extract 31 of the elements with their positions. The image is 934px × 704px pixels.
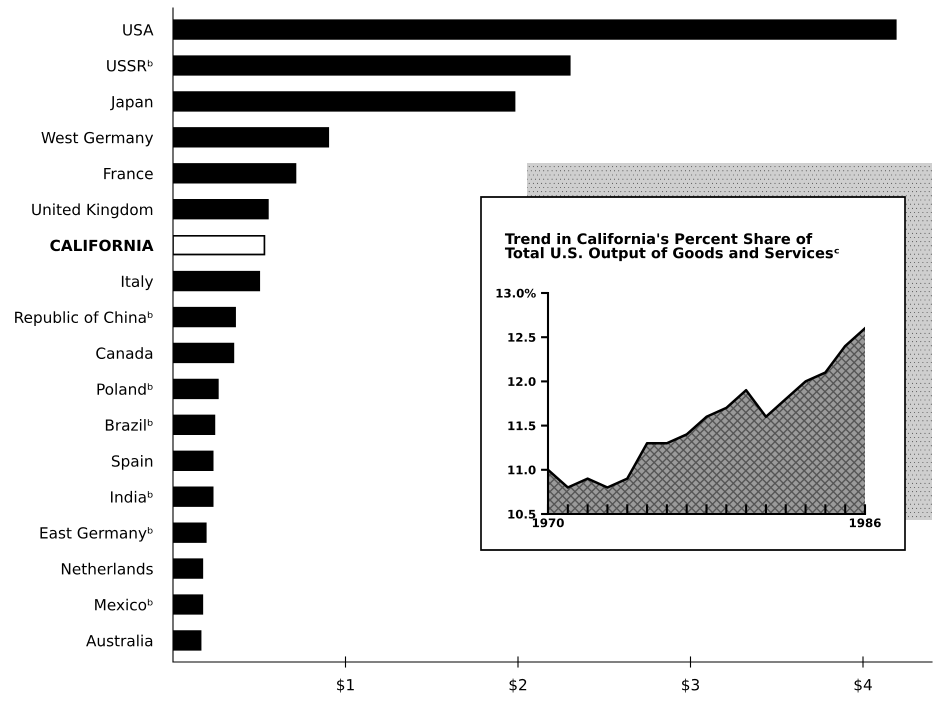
y-tick-label: Netherlands — [62, 562, 153, 575]
y-tick-label: West Germany — [41, 132, 154, 146]
y-tick-label: Brazilᵇ — [106, 419, 153, 431]
y-tick-label: Australia — [86, 634, 152, 646]
chart-title: Trend in California's Percent Share of Total U.S. Output of Goods and Servicesᶜ — [504, 232, 839, 262]
y-tick-label: 13.0% — [496, 288, 536, 298]
y-tick-label: Japan — [110, 96, 152, 110]
y-tick-label: Canada — [96, 347, 152, 359]
y-tick-label: 11.5 — [508, 421, 536, 430]
y-tick-label: Italy — [122, 275, 154, 290]
y-tick-label: 12.0 — [508, 377, 536, 386]
x-tick-label: $4 — [854, 678, 872, 693]
x-tick-label: 1986 — [850, 518, 881, 528]
y-tick-label: Indiaᵇ — [111, 490, 153, 503]
y-tick-label: USSRᵇ — [107, 60, 153, 72]
y-tick-label: United Kingdom — [32, 203, 152, 218]
y-tick-label: CALIFORNIA — [50, 240, 154, 252]
x-tick-label: $1 — [337, 678, 354, 693]
y-tick-label: East Germanyᵇ — [40, 526, 153, 542]
y-tick-label: 12.5 — [508, 332, 536, 342]
y-tick-label: 10.5 — [508, 510, 536, 519]
y-tick-label: 11.0 — [508, 466, 536, 474]
y-tick-label: Mexicoᵇ — [95, 598, 153, 611]
x-tick-label: $3 — [682, 678, 699, 693]
x-tick-label: $2 — [510, 678, 526, 693]
y-tick-label: USA — [123, 24, 154, 36]
y-tick-label: France — [104, 168, 153, 180]
y-tick-label: Spain — [112, 454, 152, 470]
y-tick-label: Republic of Chinaᵇ — [15, 311, 153, 326]
x-tick-label: 1970 — [532, 518, 564, 528]
y-tick-label: Polandᵇ — [98, 383, 153, 395]
